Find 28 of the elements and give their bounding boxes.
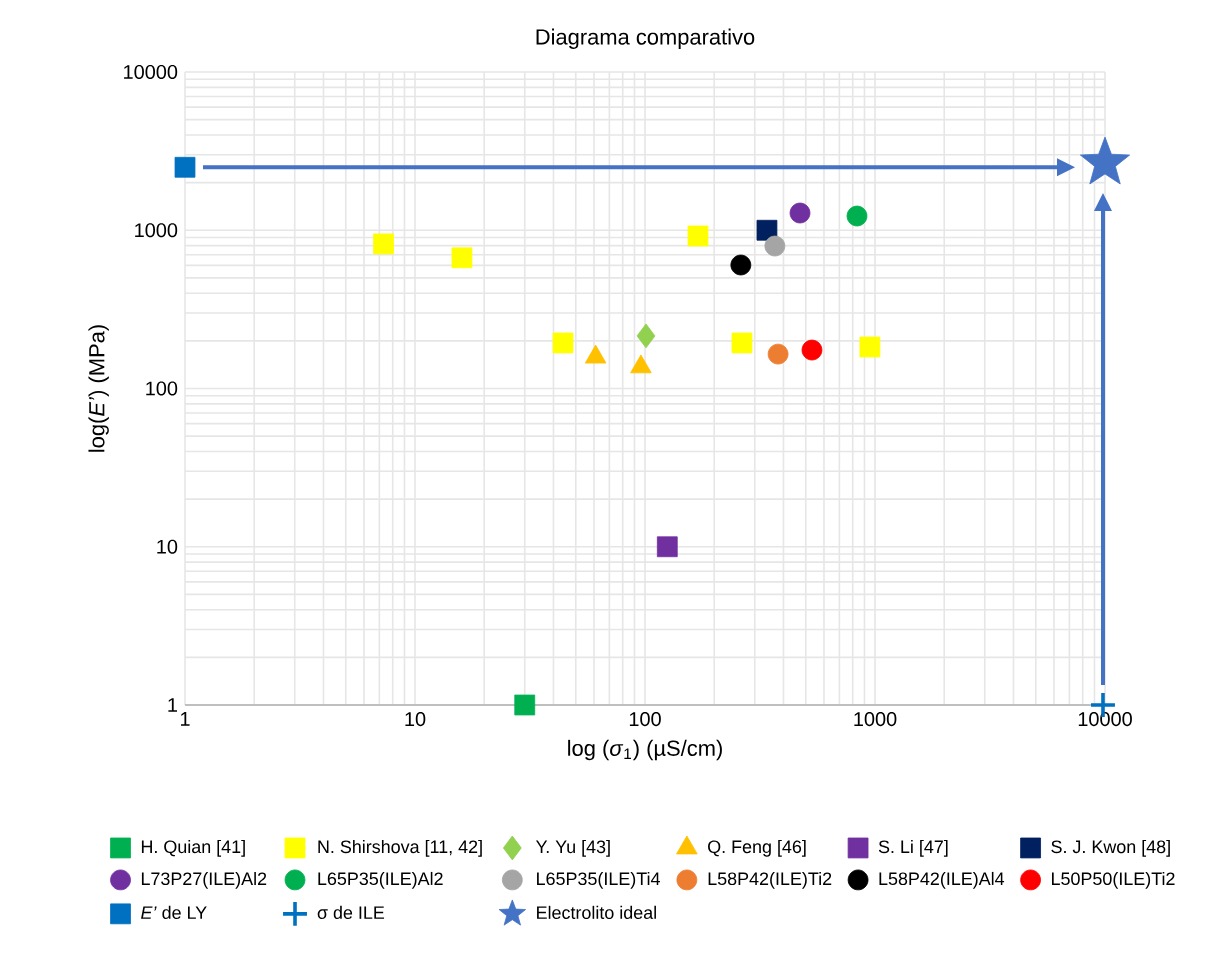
legend-label: H. Quian [41]: [141, 839, 245, 857]
legend-label: E’ de LY: [141, 905, 207, 920]
legend-label: Q. Feng [46]: [708, 839, 806, 857]
legend-label: Electrolito ideal: [537, 905, 656, 920]
y-axis-title: log(E’) (MPa): [88, 325, 109, 452]
legend-label: Y. Yu [43]: [535, 839, 610, 857]
legend-label: L65P35(ILE)Al2: [318, 871, 443, 889]
y-tick-label: 100: [146, 381, 178, 396]
y-tick-label: 1000: [135, 223, 178, 238]
x-tick-label: 10000: [1078, 712, 1132, 727]
x-tick-label: 10: [405, 712, 426, 727]
legend-label: S. Li [47]: [878, 839, 948, 857]
x-tick-label: 1: [180, 712, 190, 726]
legend-label: L58P42(ILE)Ti2: [708, 871, 832, 889]
x-tick-label: 100: [629, 712, 661, 727]
x-tick-label: 1000: [854, 712, 897, 727]
y-tick-label: 1: [168, 698, 177, 712]
legend-label: L58P42(ILE)Al4: [879, 871, 1005, 889]
x-axis-title: log (σ$_{1}$) (µS/cm): [568, 739, 722, 761]
y-tick-label: 10: [157, 539, 178, 554]
legend-label: L73P27(ILE)Al2: [141, 871, 267, 889]
chart-title: Diagrama comparativo: [536, 28, 755, 49]
legend-label: S. J. Kwon [48]: [1051, 839, 1170, 857]
y-tick-label: 10000: [124, 64, 178, 80]
legend-label: L65P35(ILE)Ti4: [537, 871, 660, 889]
legend-label: L50P50(ILE)Ti2: [1051, 871, 1175, 889]
legend-label: N. Shirshova [11, 42]: [318, 839, 482, 857]
legend-label: σ de ILE: [317, 905, 385, 920]
